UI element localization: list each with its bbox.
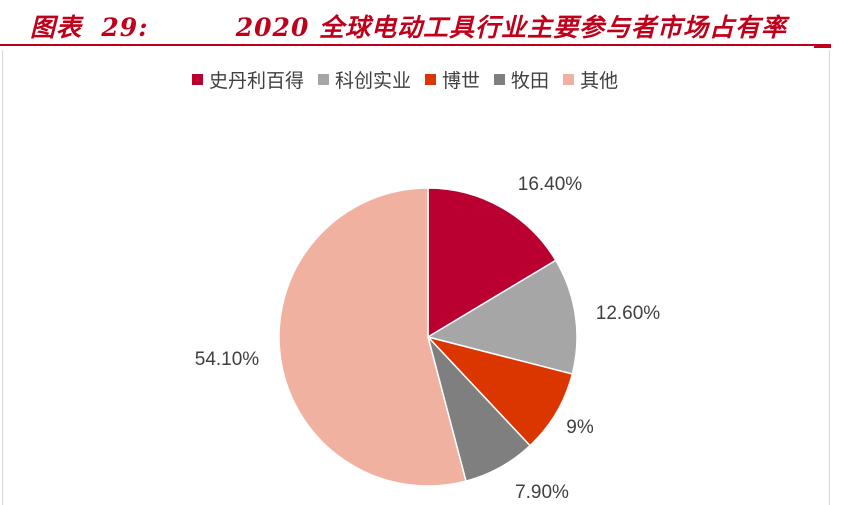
legend-swatch: [425, 74, 437, 85]
legend-label: 博世: [442, 70, 481, 92]
legend-swatch: [192, 74, 203, 85]
chart-frame: [2, 50, 830, 505]
chart-legend: 史丹利百得 科创实业 博世 牧田 其他: [192, 66, 618, 93]
pie-slice: [426, 259, 578, 375]
title-underline: [0, 44, 831, 46]
legend-swatch: [563, 74, 575, 85]
data-labels: 16.40% 12.60% 9% 7.90% 54.10%: [195, 174, 661, 503]
pie-slice: [427, 187, 557, 339]
legend-item: 牧田: [494, 66, 549, 93]
legend-item: 科创实业: [318, 66, 411, 93]
data-label: 12.60%: [596, 303, 661, 324]
pie-slice: [278, 187, 467, 487]
data-label: 7.90%: [515, 482, 569, 503]
legend-item: 史丹利百得: [192, 66, 304, 93]
legend-swatch: [318, 74, 330, 85]
pie-slice: [425, 335, 574, 447]
legend-item: 博世: [425, 66, 480, 93]
title-underline-accent: [814, 44, 831, 48]
pie-slices: [278, 187, 578, 487]
data-label: 9%: [566, 417, 594, 438]
legend-label: 牧田: [511, 70, 550, 92]
data-label: 54.10%: [195, 349, 260, 370]
legend-label: 其他: [580, 70, 619, 92]
legend-item: 其他: [563, 66, 618, 93]
legend-swatch: [494, 74, 506, 85]
figure-title: 图表 29: 2020 全球电动工具行业主要参与者市场占有率: [30, 13, 788, 42]
title-bar: 图表 29: 2020 全球电动工具行业主要参与者市场占有率: [0, 0, 841, 50]
legend-label: 史丹利百得: [209, 70, 305, 92]
legend-label: 科创实业: [335, 70, 412, 92]
data-label: 16.40%: [518, 174, 583, 195]
